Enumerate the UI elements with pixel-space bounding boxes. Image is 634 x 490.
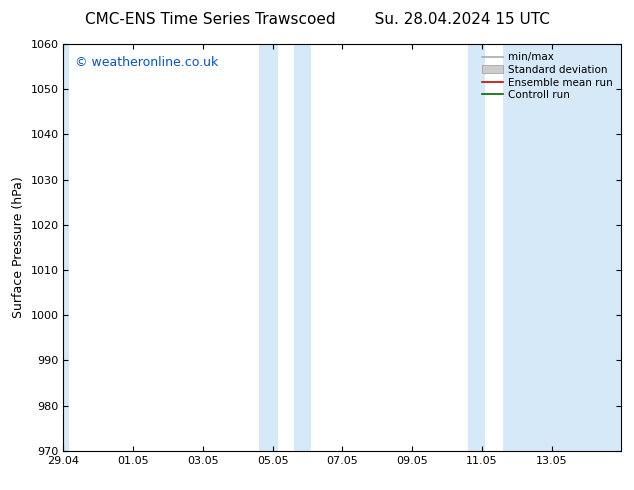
Bar — [503, 44, 621, 451]
Bar — [294, 44, 311, 451]
Bar — [63, 44, 68, 451]
Bar — [259, 44, 278, 451]
Text: © weatheronline.co.uk: © weatheronline.co.uk — [75, 56, 218, 69]
Text: CMC-ENS Time Series Trawscoed        Su. 28.04.2024 15 UTC: CMC-ENS Time Series Trawscoed Su. 28.04.… — [84, 12, 550, 27]
Bar — [468, 44, 485, 451]
Legend: min/max, Standard deviation, Ensemble mean run, Controll run: min/max, Standard deviation, Ensemble me… — [479, 49, 616, 103]
Y-axis label: Surface Pressure (hPa): Surface Pressure (hPa) — [12, 176, 25, 318]
